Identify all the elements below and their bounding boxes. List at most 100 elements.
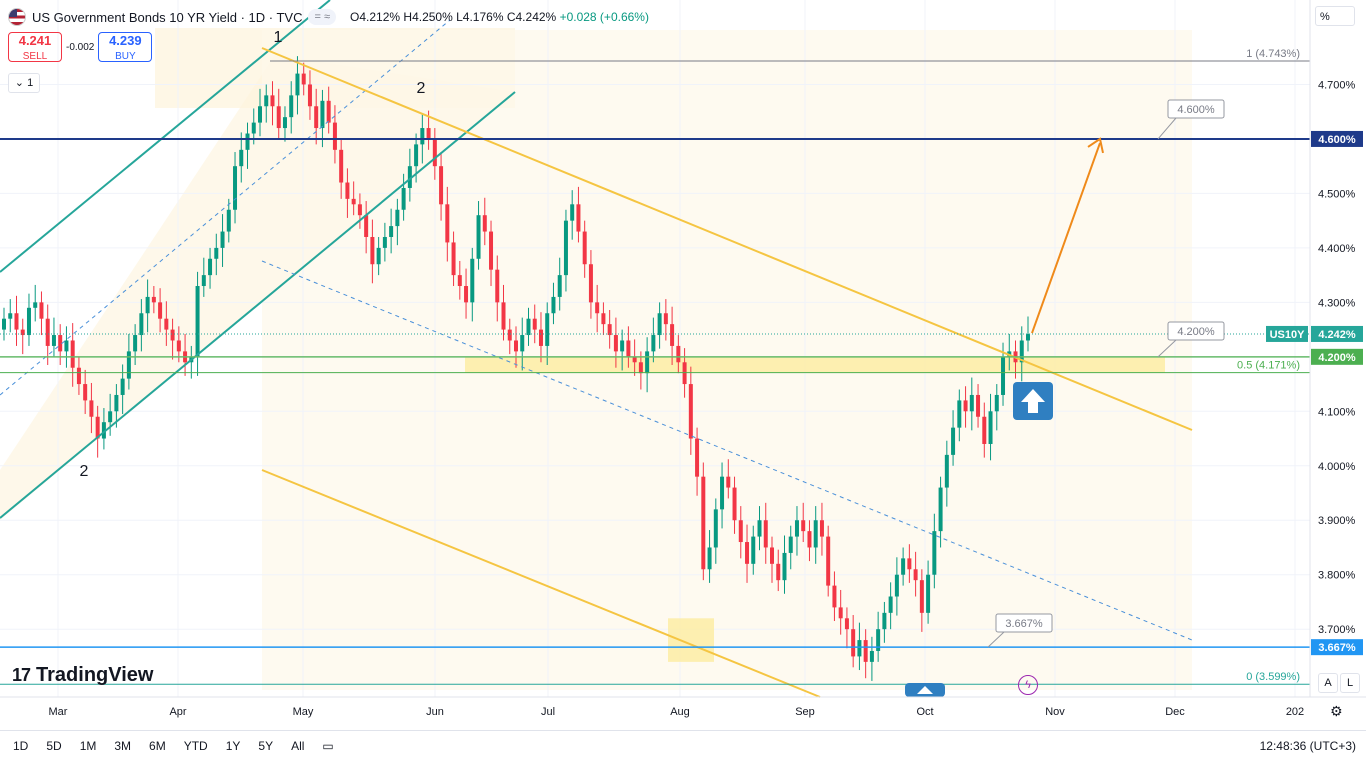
collapse-indicators-button[interactable]: ⌄ 1 bbox=[8, 73, 40, 93]
candle-body bbox=[320, 100, 325, 129]
scale-mode-button[interactable]: % bbox=[1315, 6, 1355, 26]
lightning-icon[interactable]: ϟ bbox=[1018, 675, 1038, 695]
x-tick-label: Oct bbox=[916, 706, 933, 718]
candle-body bbox=[8, 313, 13, 319]
projection-arrow bbox=[1031, 142, 1101, 334]
candle-body bbox=[807, 531, 812, 548]
candle-body bbox=[307, 84, 312, 107]
candle-body bbox=[794, 520, 799, 537]
candle-body bbox=[220, 231, 225, 248]
candle-body bbox=[401, 187, 406, 210]
y-tick-label: 4.000% bbox=[1318, 461, 1356, 473]
candle-body bbox=[757, 520, 762, 537]
candle-body bbox=[1026, 333, 1030, 341]
candle-body bbox=[507, 329, 512, 341]
clock-display[interactable]: 12:48:36 (UTC+3) bbox=[1259, 739, 1356, 753]
buy-signal-arrow bbox=[1021, 389, 1045, 413]
candle-body bbox=[788, 536, 793, 553]
candle-body bbox=[239, 149, 244, 167]
candle-body bbox=[514, 340, 518, 352]
compare-pill[interactable]: = ≈ bbox=[308, 9, 337, 25]
candle-body bbox=[688, 384, 693, 439]
range-6m[interactable]: 6M bbox=[149, 739, 166, 753]
callout-label: 4.600% bbox=[1177, 104, 1215, 116]
buy-button[interactable]: 4.239 BUY bbox=[98, 32, 153, 62]
candle-body bbox=[557, 275, 562, 297]
sell-button[interactable]: 4.241 SELL bbox=[8, 32, 62, 62]
symbol-tag-bg bbox=[1266, 325, 1308, 342]
candle-body bbox=[695, 438, 700, 477]
candle-body bbox=[126, 351, 131, 379]
y-tick-label: 3.800% bbox=[1318, 570, 1356, 582]
candle-body bbox=[901, 558, 906, 575]
candle-body bbox=[445, 204, 450, 243]
x-tick-label: May bbox=[293, 706, 314, 718]
candle-body bbox=[944, 454, 949, 488]
price-label-bg bbox=[1311, 130, 1363, 147]
candle-body bbox=[395, 209, 400, 227]
symbol-title[interactable]: US Government Bonds 10 YR Yield · 1D · T… bbox=[32, 9, 303, 25]
price-chart[interactable]: 1 (4.743%) 0.5 (4.171%) 0 (3.599%) 4.600% 4.… bbox=[0, 0, 1366, 730]
candle-body bbox=[476, 215, 481, 259]
candle-body bbox=[501, 302, 506, 330]
candle-body bbox=[101, 422, 106, 439]
auto-scale-button[interactable]: A bbox=[1318, 673, 1338, 693]
candle-body bbox=[64, 340, 69, 352]
callout-pointer bbox=[987, 631, 1005, 648]
candle-body bbox=[1001, 356, 1006, 395]
x-tick-label: Mar bbox=[49, 706, 68, 718]
auto-scale-label: A bbox=[1324, 677, 1332, 689]
candle-body bbox=[882, 612, 887, 630]
candle-body bbox=[195, 286, 200, 357]
open-value: O4.212% bbox=[350, 10, 401, 24]
price-label-bg bbox=[1311, 639, 1363, 656]
candle-body bbox=[932, 531, 937, 575]
candle-body bbox=[414, 144, 419, 167]
close-value: C4.242% bbox=[506, 10, 557, 24]
tradingview-logo: 17 TradingView bbox=[12, 664, 153, 687]
range-5y[interactable]: 5Y bbox=[258, 739, 274, 753]
candle-body bbox=[420, 128, 425, 145]
candle-body bbox=[844, 618, 849, 630]
range-1d[interactable]: 1D bbox=[13, 739, 29, 753]
candle-body bbox=[151, 296, 156, 303]
candle-body bbox=[938, 487, 943, 532]
price-label: 4.600% bbox=[1318, 134, 1356, 146]
range-1y[interactable]: 1Y bbox=[225, 739, 241, 753]
trade-panel: 4.241 SELL -0.002 4.239 BUY bbox=[8, 32, 153, 62]
candle-body bbox=[489, 231, 494, 270]
green-channel-upper bbox=[0, 0, 331, 273]
candle-body bbox=[495, 269, 500, 303]
range-1m[interactable]: 1M bbox=[79, 739, 97, 753]
log-scale-button[interactable]: L bbox=[1340, 673, 1360, 693]
candle-body bbox=[70, 340, 75, 368]
range-3m[interactable]: 3M bbox=[114, 739, 132, 753]
candle-body bbox=[638, 362, 643, 374]
candle-body bbox=[20, 329, 25, 336]
candle-body bbox=[888, 596, 893, 613]
candle-body bbox=[751, 536, 756, 564]
candle-body bbox=[894, 574, 899, 597]
settings-gear-icon[interactable]: ⚙ bbox=[1330, 703, 1343, 719]
candle-body bbox=[957, 400, 962, 428]
range-5d[interactable]: 5D bbox=[46, 739, 62, 753]
candle-body bbox=[214, 247, 219, 259]
callout-box bbox=[1167, 99, 1225, 119]
candle-body bbox=[432, 138, 437, 167]
callout-pointer bbox=[1157, 339, 1177, 358]
candle-body bbox=[332, 122, 337, 150]
y-tick-label: 4.100% bbox=[1318, 406, 1356, 418]
candle-body bbox=[357, 204, 362, 216]
x-tick-label: 202 bbox=[1286, 706, 1304, 718]
candle-body bbox=[339, 149, 344, 183]
candle-body bbox=[676, 345, 681, 363]
collapse-count: 1 bbox=[27, 77, 34, 89]
candle-body bbox=[876, 629, 881, 651]
date-range-calendar-icon[interactable]: ▭ bbox=[322, 739, 334, 753]
range-all[interactable]: All bbox=[291, 739, 305, 753]
candle-body bbox=[439, 166, 444, 205]
fib-1-label: 1 (4.743%) bbox=[1246, 48, 1300, 60]
range-ytd[interactable]: YTD bbox=[183, 739, 208, 753]
candle-body bbox=[963, 400, 968, 412]
x-tick-label: Sep bbox=[795, 706, 815, 718]
